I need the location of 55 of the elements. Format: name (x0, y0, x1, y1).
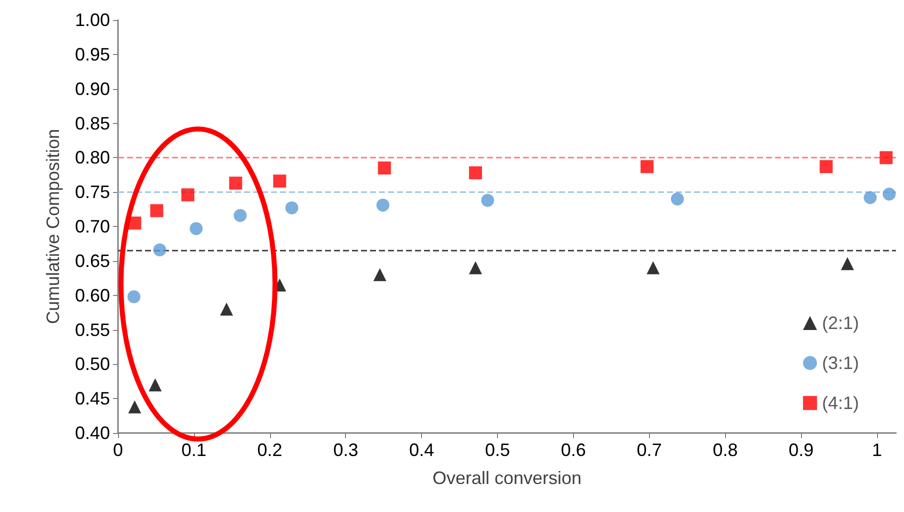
x-axis-title: Overall conversion (432, 468, 582, 488)
x-tick-label: 0.4 (409, 440, 434, 460)
x-tick-label: 0 (112, 440, 124, 460)
point (864, 191, 877, 204)
x-tick-label: 1 (872, 440, 882, 460)
point (373, 268, 386, 282)
y-tick-label: 0.70 (74, 216, 110, 236)
x-tick-label: 0.9 (788, 440, 814, 460)
y-tick-label: 1.00 (74, 10, 110, 30)
point (285, 201, 298, 214)
y-tick-label: 0.80 (74, 148, 110, 168)
point (148, 378, 162, 392)
y-tick-label: 0.90 (74, 78, 110, 99)
y-tick-label: 0.40 (74, 423, 110, 443)
x-tick-label: 0.8 (712, 440, 738, 460)
point (190, 222, 203, 236)
point (646, 261, 660, 274)
point (376, 198, 390, 212)
x-tick-label: 0.7 (636, 440, 662, 460)
y-tick-label: 0.95 (74, 44, 110, 64)
y-tick-label: 0.85 (74, 113, 110, 134)
point (481, 194, 494, 207)
legend-label: (2:1) (822, 313, 860, 333)
point (128, 400, 142, 414)
point (273, 174, 286, 188)
point (220, 302, 234, 316)
point (880, 151, 893, 164)
x-tick-label: 0.3 (333, 440, 358, 460)
y-tick-label: 0.55 (74, 320, 110, 340)
x-tick-label: 0.6 (560, 440, 586, 460)
point (153, 243, 166, 256)
point (469, 166, 482, 180)
point (820, 160, 833, 174)
point (640, 160, 654, 174)
x-tick-label: 0.1 (181, 440, 206, 460)
legend-label: (4:1) (822, 393, 860, 413)
x-tick-label: 0.5 (484, 440, 510, 460)
x-tick-label: 0.2 (257, 440, 282, 460)
y-tick-label: 0.45 (74, 388, 110, 409)
point (882, 188, 896, 201)
y-tick-label: 0.75 (74, 182, 110, 202)
point (150, 204, 164, 218)
y-tick-label: 0.50 (74, 354, 110, 374)
legend-label: (3:1) (822, 353, 860, 373)
y-tick-label: 0.60 (74, 285, 110, 306)
point (181, 188, 194, 202)
point (469, 261, 482, 274)
y-axis-title: Cumulative Composition (43, 128, 63, 324)
point (234, 208, 247, 222)
y-tick-label: 0.65 (74, 250, 110, 271)
point (229, 176, 242, 190)
point (840, 257, 854, 270)
point (127, 290, 140, 304)
point (378, 161, 391, 174)
point (670, 192, 684, 206)
